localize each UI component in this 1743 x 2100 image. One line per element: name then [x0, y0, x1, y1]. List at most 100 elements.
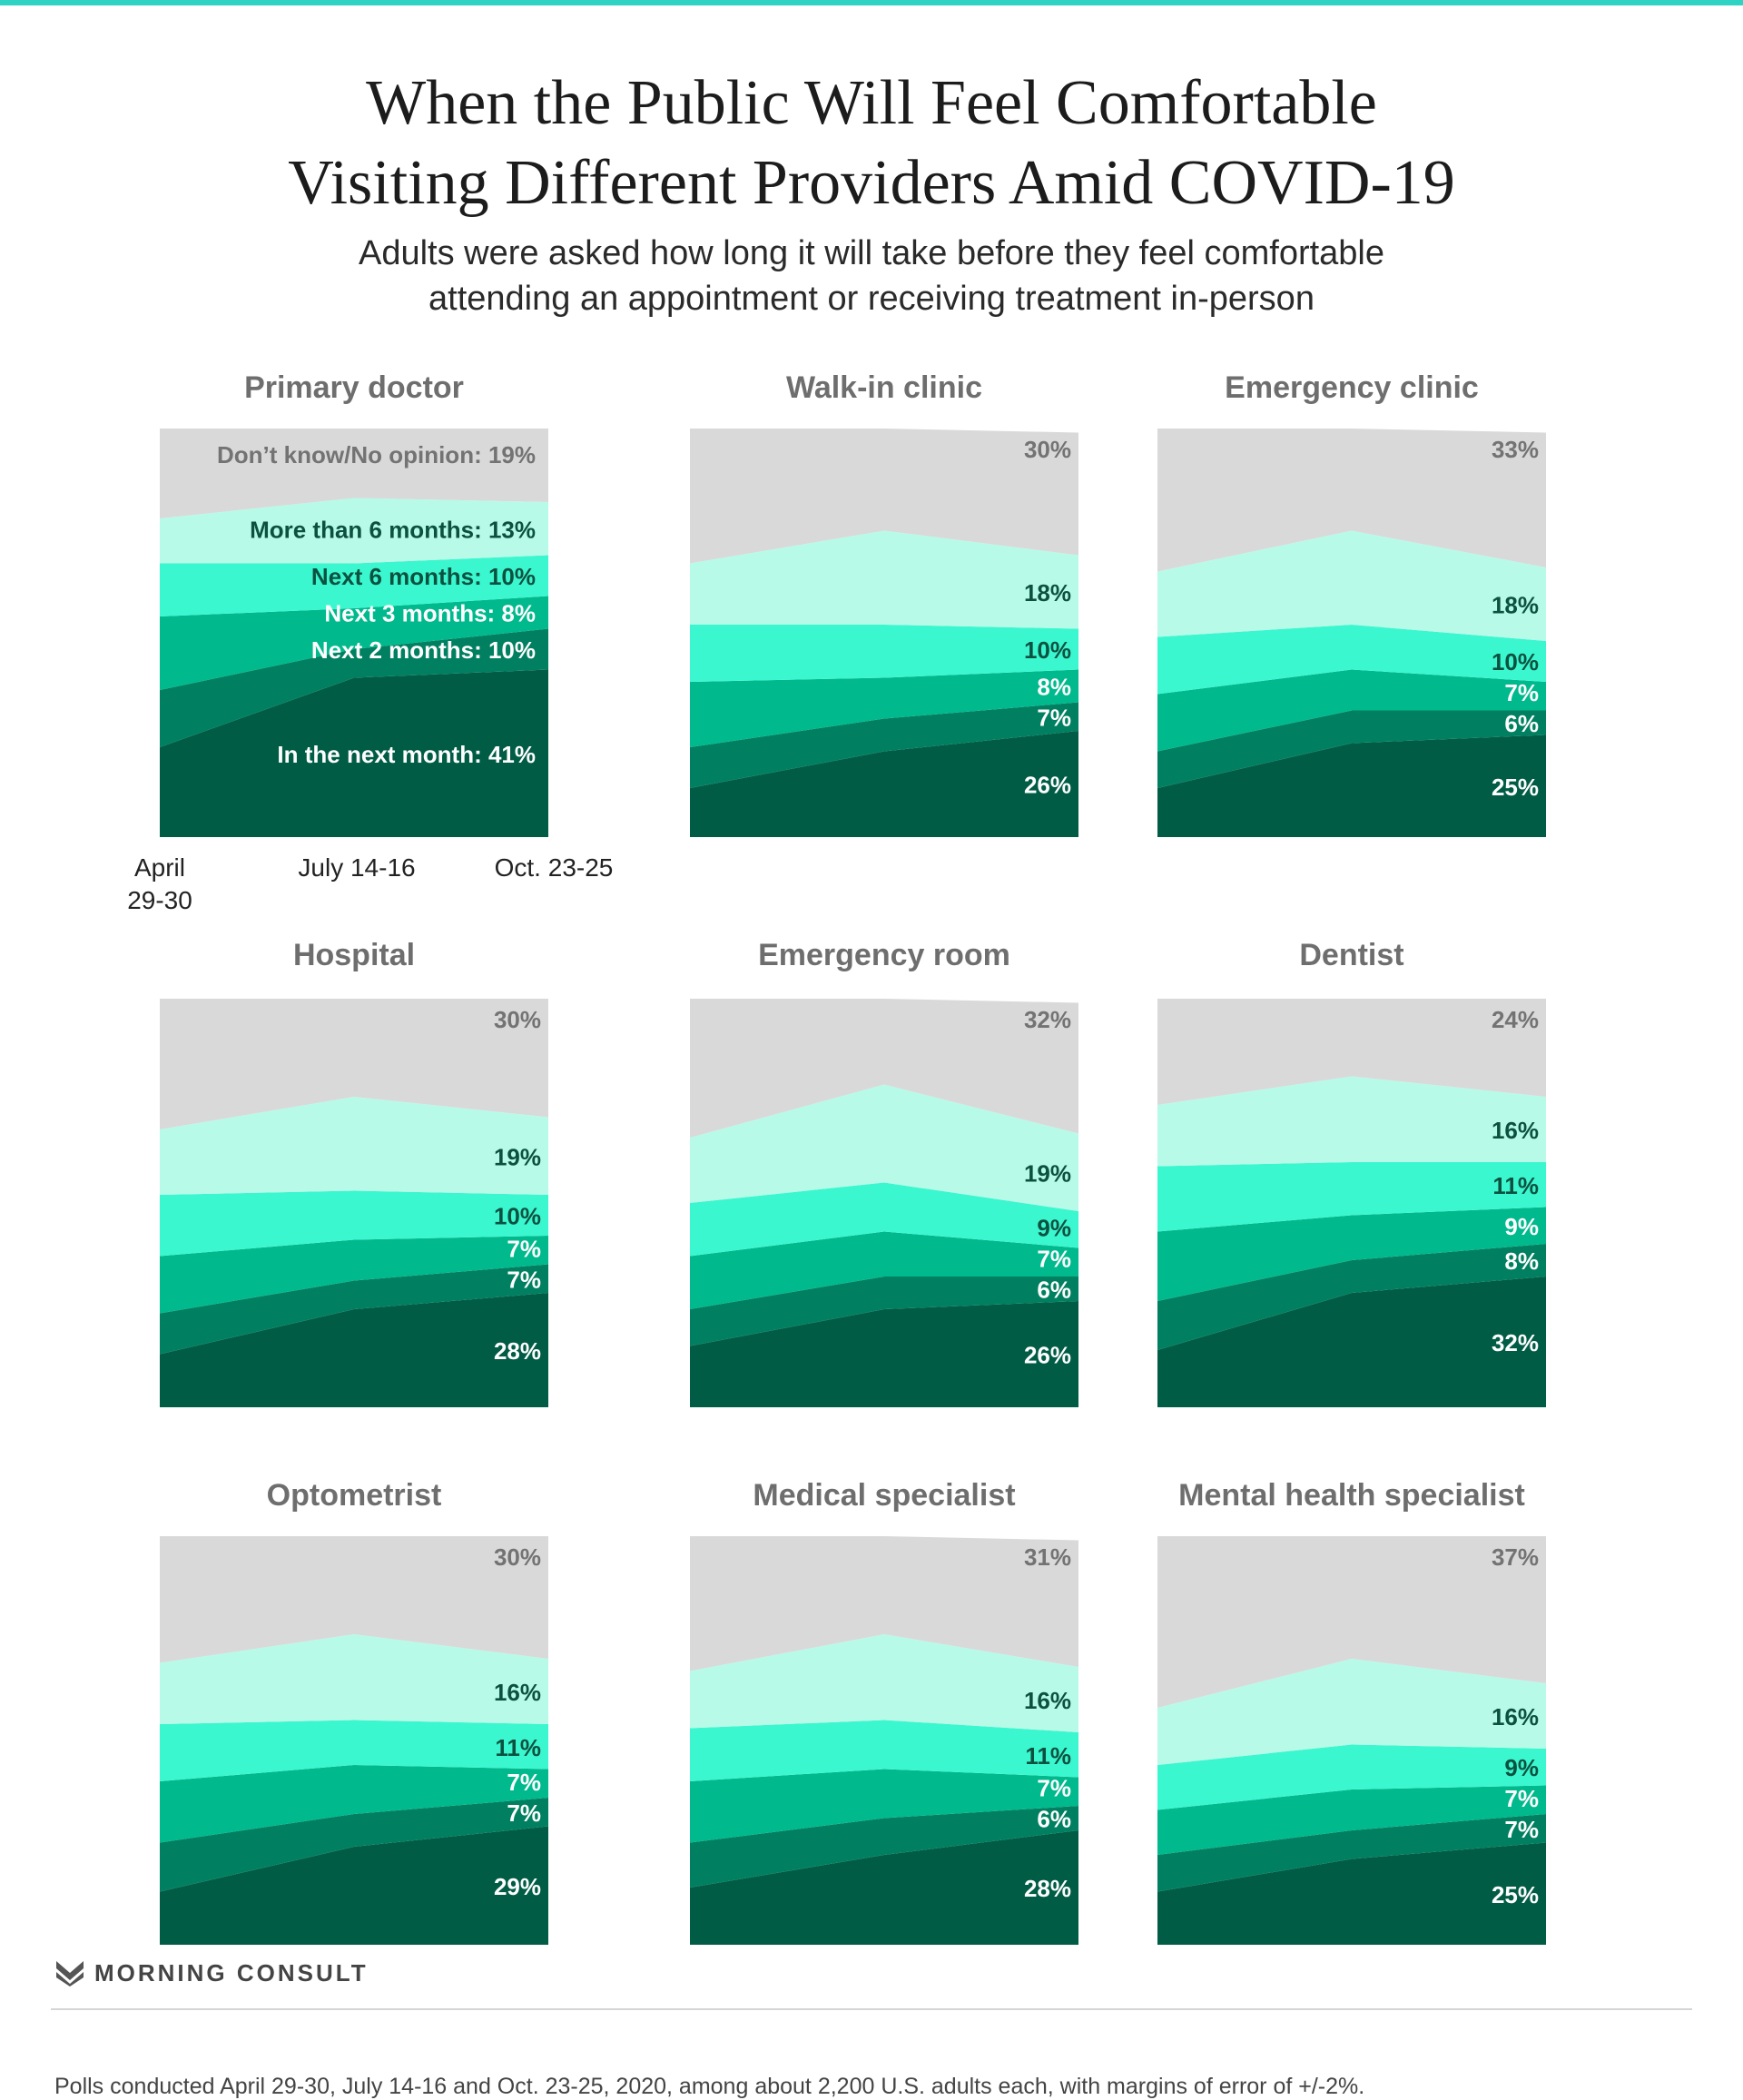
chart-emergency-room: 26% 6% 7% 9% 19% 32% — [690, 999, 1078, 1407]
label-more-than-6-months: More than 6 months: 13% — [250, 516, 536, 543]
label-dont-know: 30% — [494, 1006, 541, 1033]
label-next-6-months: 11% — [1025, 1742, 1071, 1770]
logo-text: MORNING CONSULT — [94, 1958, 369, 1987]
label-next-2-months: 8% — [1504, 1247, 1539, 1275]
label-more-than-6-months: 16% — [494, 1679, 541, 1706]
label-next-6-months: 9% — [1504, 1754, 1539, 1781]
chart-optometrist: 29% 7% 7% 11% 16% 30% — [160, 1536, 548, 1945]
label-more-than-6-months: 18% — [1492, 592, 1539, 619]
area-next-3-months — [690, 669, 1078, 747]
chart-hospital: 28% 7% 7% 10% 19% 30% — [160, 999, 548, 1407]
label-more-than-6-months: 16% — [1024, 1687, 1071, 1714]
area-next-3-months — [1157, 669, 1546, 752]
footer-note: Polls conducted April 29-30, July 14-16 … — [54, 2074, 1365, 2099]
area-next-6-months — [1157, 625, 1546, 695]
area-next-6-months — [690, 1182, 1078, 1257]
label-dont-know: 24% — [1492, 1006, 1539, 1033]
label-next-3-months: 7% — [1037, 1246, 1071, 1273]
chart-medical-specialist: 28% 6% 7% 11% 16% 31% — [690, 1536, 1078, 1945]
title-line-1: When the Public Will Feel Comfortable — [366, 68, 1377, 138]
area-more-than-6-months — [690, 530, 1078, 629]
top-accent-bar — [0, 0, 1743, 5]
label-next-6-months: 9% — [1037, 1215, 1071, 1242]
label-dont-know: Don’t know/No opinion: 19% — [217, 441, 536, 468]
area-next-2-months — [1157, 1244, 1546, 1350]
area-next-2-months — [160, 1798, 548, 1892]
label-next-2-months: 7% — [507, 1266, 541, 1293]
chart-mental-health-specialist: 25% 7% 7% 9% 16% 37% — [1157, 1536, 1546, 1945]
area-next-2-months — [160, 628, 548, 747]
label-dont-know: 30% — [494, 1543, 541, 1571]
label-next-6-months: 10% — [1024, 636, 1071, 664]
area-next-6-months — [690, 625, 1078, 682]
area-next-6-months — [160, 555, 548, 616]
x-tick-april-line1: April — [133, 853, 185, 882]
label-next-6-months: Next 6 months: 10% — [311, 563, 536, 590]
label-dont-know: 31% — [1024, 1543, 1071, 1571]
area-more-than-6-months — [1157, 530, 1546, 641]
panel-title-hospital: Hospital — [292, 938, 416, 972]
label-dont-know: 33% — [1492, 436, 1539, 463]
label-next-2-months: 6% — [1504, 710, 1539, 737]
area-more-than-6-months — [1157, 1659, 1546, 1765]
area-next-month — [1157, 735, 1546, 837]
area-next-3-months — [160, 1236, 548, 1314]
area-dont-know — [690, 1536, 1078, 1671]
label-dont-know: 32% — [1024, 1006, 1071, 1033]
footer-divider — [51, 2008, 1692, 2010]
label-next-6-months: 10% — [494, 1203, 541, 1230]
label-next-2-months: 6% — [1037, 1806, 1071, 1833]
panel-title-emergency-room: Emergency room — [758, 938, 1010, 972]
area-dont-know — [1157, 1536, 1546, 1708]
x-tick-july: July 14-16 — [298, 853, 416, 882]
label-next-2-months: 6% — [1037, 1277, 1071, 1304]
area-next-2-months — [690, 1277, 1078, 1346]
label-more-than-6-months: 19% — [494, 1143, 541, 1170]
chart-primary-doctor: In the next month: 41% Next 2 months: 10%… — [160, 429, 548, 837]
page-subtitle: Adults were asked how long it will take … — [0, 231, 1743, 321]
label-next-3-months: 9% — [1504, 1213, 1539, 1240]
area-dont-know — [160, 429, 548, 518]
area-next-month — [160, 1826, 548, 1945]
label-next-3-months: 7% — [1504, 679, 1539, 706]
area-dont-know — [160, 999, 548, 1129]
label-next-3-months: 7% — [507, 1769, 541, 1796]
label-dont-know: 37% — [1492, 1543, 1539, 1571]
label-next-month: 28% — [494, 1337, 541, 1365]
area-next-month — [690, 731, 1078, 837]
label-dont-know: 30% — [1024, 436, 1071, 463]
chart-walk-in-clinic: 26% 7% 8% 10% 18% 30% — [690, 429, 1078, 837]
label-more-than-6-months: 18% — [1024, 579, 1071, 606]
panel-title-mental-health-specialist: Mental health specialist — [1178, 1478, 1525, 1513]
label-next-3-months: 8% — [1037, 673, 1071, 700]
label-next-2-months: 7% — [1504, 1816, 1539, 1843]
area-next-6-months — [1157, 1162, 1546, 1232]
area-more-than-6-months — [160, 1634, 548, 1724]
area-next-month — [1157, 1842, 1546, 1945]
area-next-3-months — [160, 1765, 548, 1843]
chart-dentist: 32% 8% 9% 11% 16% 24% — [1157, 999, 1546, 1407]
area-more-than-6-months — [690, 1634, 1078, 1732]
label-next-2-months: 7% — [507, 1799, 541, 1827]
label-more-than-6-months: 19% — [1024, 1159, 1071, 1187]
label-next-2-months: Next 2 months: 10% — [311, 636, 536, 664]
panel-title-dentist: Dentist — [1299, 938, 1404, 972]
area-dont-know — [690, 429, 1078, 564]
area-next-3-months — [1157, 1207, 1546, 1301]
panel-title-optometrist: Optometrist — [266, 1478, 442, 1513]
label-next-3-months: 7% — [1504, 1785, 1539, 1812]
area-next-6-months — [690, 1720, 1078, 1781]
x-tick-october: Oct. 23-25 — [494, 853, 614, 882]
area-next-3-months — [1157, 1785, 1546, 1855]
label-next-6-months: 11% — [1492, 1172, 1539, 1199]
area-next-3-months — [690, 1769, 1078, 1843]
label-more-than-6-months: 16% — [1492, 1703, 1539, 1730]
label-next-6-months: 10% — [1492, 648, 1539, 675]
label-next-month: 29% — [494, 1873, 541, 1900]
label-next-month: 26% — [1024, 1342, 1071, 1369]
area-next-month — [690, 1830, 1078, 1945]
area-more-than-6-months — [160, 1097, 548, 1195]
panel-title-emergency-clinic: Emergency clinic — [1225, 370, 1479, 405]
panel-title-primary-doctor: Primary doctor — [244, 370, 464, 405]
area-next-month — [160, 1293, 548, 1407]
